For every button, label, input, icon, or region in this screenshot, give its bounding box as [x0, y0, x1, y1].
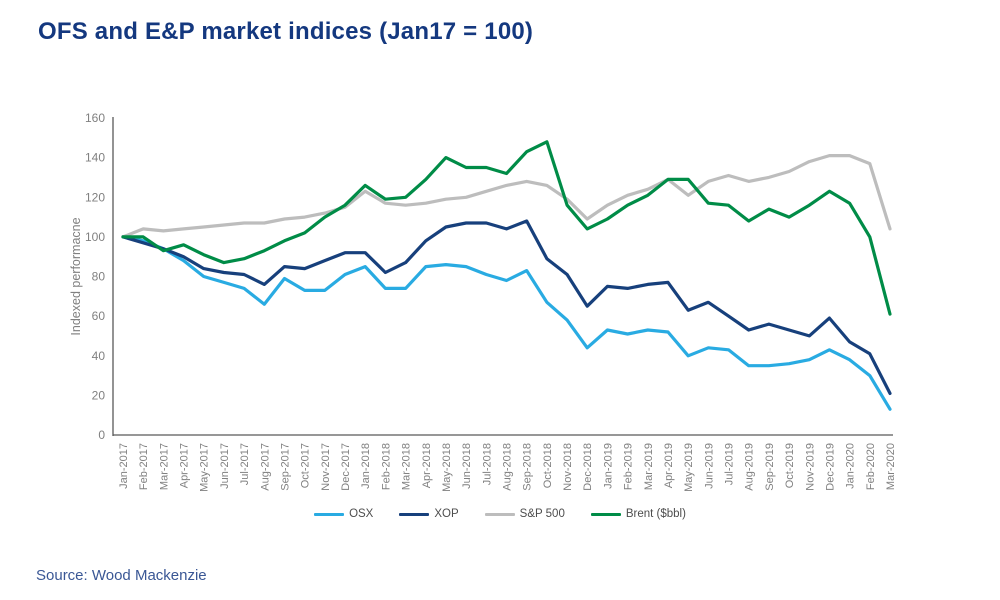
source-note: Source: Wood Mackenzie [36, 567, 207, 584]
y-axis-title: Indexed performacne [69, 217, 83, 335]
legend-label: Brent ($bbl) [625, 508, 686, 520]
series-line-xop [121, 219, 892, 395]
x-axis-tick-label: Jan-2018 [360, 443, 372, 489]
x-axis-tick-label: Nov-2018 [562, 443, 574, 491]
x-axis-tick-label: Apr-2018 [421, 443, 433, 488]
x-axis-tick-label: Sep-2017 [279, 443, 291, 491]
x-axis-tick-label: Apr-2017 [179, 443, 191, 488]
x-axis-tick-label: Feb-2020 [865, 443, 877, 490]
series-line-s-p-500 [121, 154, 892, 239]
y-axis-tick-label: 40 [92, 349, 106, 363]
x-axis-tick-label: Jul-2018 [481, 443, 493, 485]
legend-swatch [590, 512, 621, 516]
x-axis-tick-label: Sep-2018 [522, 443, 534, 491]
series-line-brent-bbl [121, 140, 892, 316]
x-axis-tick-label: Jul-2017 [239, 443, 251, 485]
y-axis-tick-label: 160 [85, 111, 105, 125]
y-axis-tick-label: 20 [92, 388, 106, 402]
chart-legend: OSX XOP S&P 500 Brent ($bbl) [0, 508, 1000, 520]
x-axis-tick-label: Nov-2019 [804, 443, 816, 491]
x-axis-tick-label: Jan-2020 [845, 443, 857, 489]
x-axis-tick-label: Mar-2020 [885, 443, 897, 490]
x-axis-tick-label: Feb-2017 [138, 443, 150, 490]
x-axis-tick-label: Oct-2018 [542, 443, 554, 488]
page-title: OFS and E&P market indices (Jan17 = 100) [38, 18, 534, 45]
legend-item-s-p-500: S&P 500 [484, 508, 565, 520]
x-axis-tick-label: Mar-2017 [158, 443, 170, 490]
x-axis-tick-label: Dec-2017 [340, 443, 352, 491]
x-axis-tick-label: May-2018 [441, 443, 453, 492]
x-axis-tick-label: Mar-2018 [401, 443, 413, 490]
legend-swatch [484, 512, 515, 516]
x-axis-tick-label: Oct-2017 [300, 443, 312, 488]
x-axis-tick-label: Jun-2019 [703, 443, 715, 489]
x-axis-tick-label: Feb-2018 [380, 443, 392, 490]
legend-swatch [314, 512, 345, 516]
legend-swatch [399, 512, 430, 516]
x-axis-tick-label: Oct-2019 [784, 443, 796, 488]
y-axis-tick-label: 60 [92, 309, 106, 323]
legend-label: S&P 500 [519, 508, 565, 520]
x-axis-tick-label: Jul-2019 [724, 443, 736, 485]
y-axis-tick-label: 100 [85, 230, 105, 244]
x-axis-tick-label: Jun-2017 [219, 443, 231, 489]
x-axis-tick-label: May-2017 [199, 443, 211, 492]
x-axis-tick-label: Aug-2019 [744, 443, 756, 491]
line-chart: 0 20 40 60 80 100 120 140 160 Indexed performacne… [69, 111, 897, 492]
x-axis-tick-label: Apr-2019 [663, 443, 675, 488]
x-axis-tick-label: Aug-2018 [502, 443, 514, 491]
x-axis-tick-label: Dec-2019 [824, 443, 836, 491]
x-axis-tick-label: Jan-2019 [602, 443, 614, 489]
x-axis-tick-label: May-2019 [683, 443, 695, 492]
legend-label: OSX [349, 508, 374, 520]
y-axis-tick-label: 140 [85, 151, 105, 165]
x-axis-tick-label: Feb-2019 [623, 443, 635, 490]
x-axis-tick-label: Dec-2018 [582, 443, 594, 491]
x-axis-tick-label: Jan-2017 [118, 443, 130, 489]
y-axis-tick-label: 80 [92, 270, 106, 284]
legend-item-brent-bbl: Brent ($bbl) [590, 508, 686, 520]
x-axis-tick-label: Nov-2017 [320, 443, 332, 491]
x-axis-tick-label: Mar-2019 [643, 443, 655, 490]
y-axis-tick-label: 0 [98, 428, 105, 442]
legend-item-osx: OSX [314, 508, 373, 520]
legend-item-xop: XOP [399, 508, 459, 520]
legend-label: XOP [434, 508, 459, 520]
y-axis-tick-label: 120 [85, 190, 105, 204]
x-axis-tick-label: Jun-2018 [461, 443, 473, 489]
series-line-osx [121, 235, 892, 411]
x-axis-tick-label: Aug-2017 [259, 443, 271, 491]
x-axis-tick-label: Sep-2019 [764, 443, 776, 491]
